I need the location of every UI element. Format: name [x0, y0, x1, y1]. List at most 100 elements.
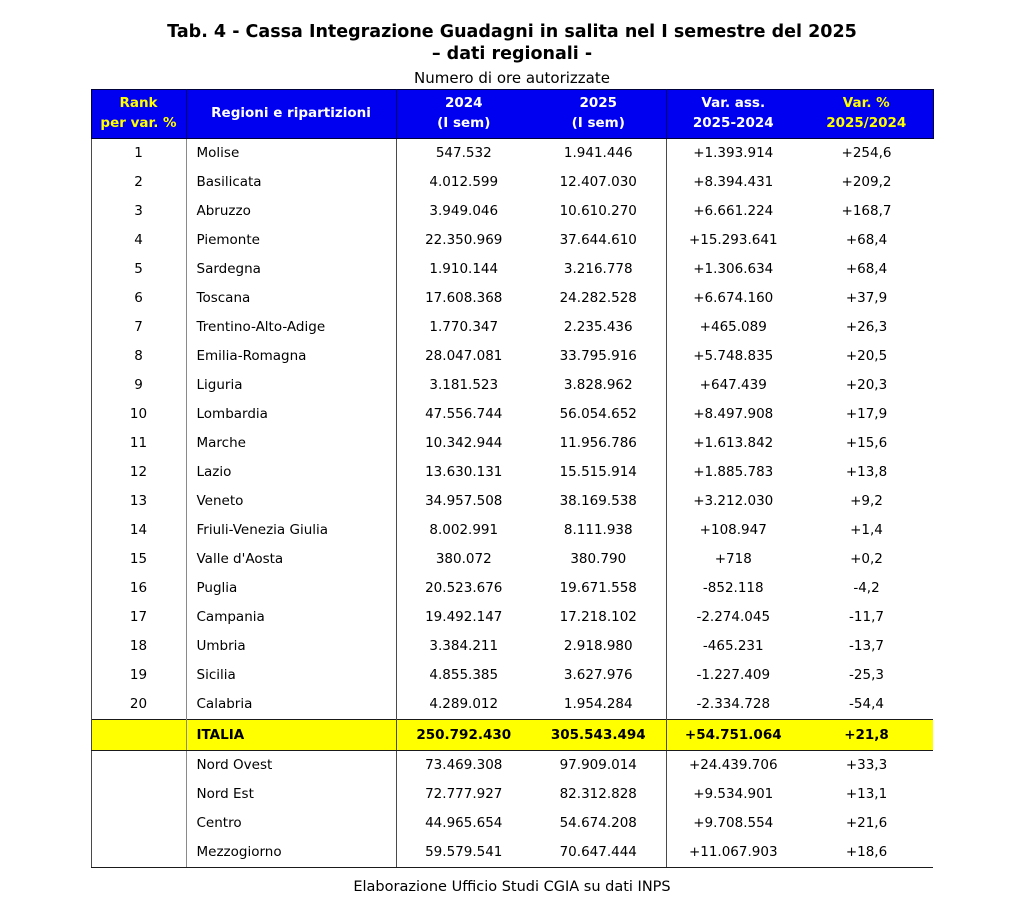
header-var-pct: Var. % 2025/2024 — [800, 88, 934, 139]
var-pct-cell: -13,7 — [849, 638, 884, 655]
var-pct-cell: -25,3 — [849, 667, 884, 684]
var-ass-cell: +6.674.160 — [693, 290, 774, 307]
region-cell: Piemonte — [186, 225, 397, 255]
region-cell: Toscana — [186, 283, 397, 313]
value-2025-cell: 70.647.444 — [531, 837, 667, 868]
cig-data-table: Rank per var. % Regioni e ripartizioni 2… — [90, 88, 934, 868]
var-ass-cell: +1.393.914 — [693, 145, 774, 162]
rank-cell — [90, 779, 187, 809]
value-2025-cell: 1.941.446 — [531, 138, 667, 168]
var-pct-cell: +13,1 — [845, 786, 888, 803]
value-2024-cell: 22.350.969 — [425, 232, 503, 249]
value-2025-cell: 82.312.828 — [531, 779, 667, 809]
region-cell: Lombardia — [186, 399, 397, 429]
var-ass-cell: +9.708.554 — [693, 815, 774, 832]
value-2025-cell: 10.610.270 — [531, 196, 667, 226]
value-2025-cell: 2.918.980 — [531, 631, 667, 661]
title-block: Tab. 4 - Cassa Integrazione Guadagni in … — [0, 0, 1024, 87]
rank-cell: 9 — [90, 370, 187, 400]
table-row-area: Centro 44.965.654 54.674.208 +9.708.554 +21,… — [90, 808, 933, 838]
var-pct-cell: +26,3 — [845, 319, 888, 336]
value-2024-cell: 3.181.523 — [429, 377, 499, 394]
var-pct-cell: +20,5 — [845, 348, 888, 365]
value-2024-cell: 20.523.676 — [425, 580, 503, 597]
rank-cell: 17 — [90, 602, 187, 632]
rank-cell — [90, 750, 187, 780]
rank-cell: 19 — [90, 660, 187, 690]
value-2025-cell: 97.909.014 — [531, 750, 667, 780]
var-pct-cell: +68,4 — [845, 232, 888, 249]
var-ass-cell: -1.227.409 — [696, 667, 771, 684]
region-cell: Sardegna — [186, 254, 397, 284]
region-cell: Veneto — [186, 486, 397, 516]
var-pct-cell: +15,6 — [845, 435, 888, 452]
value-2024-cell: 47.556.744 — [425, 406, 503, 423]
region-cell: Sicilia — [186, 660, 397, 690]
var-pct-cell: +18,6 — [800, 837, 933, 868]
var-ass-cell: +24.439.706 — [688, 757, 778, 774]
var-ass-cell: +8.394.431 — [693, 174, 774, 191]
rank-cell: 20 — [90, 689, 187, 720]
value-2024-cell: 59.579.541 — [396, 837, 531, 868]
var-pct-cell: +21,6 — [845, 815, 888, 832]
rank-cell: 16 — [90, 573, 187, 603]
table-row: 3 Abruzzo 3.949.046 10.610.270 +6.661.224 +16… — [90, 196, 933, 226]
var-ass-cell: +465.089 — [699, 319, 767, 336]
var-pct-cell: +13,8 — [845, 464, 888, 481]
value-2024-cell: 13.630.131 — [425, 464, 503, 481]
header-rank-line1: Rank — [119, 95, 158, 112]
table-row: 19 Sicilia 4.855.385 3.627.976 -1.227.409 -25… — [90, 660, 933, 690]
rank-cell — [90, 837, 187, 868]
var-pct-cell: -4,2 — [853, 580, 880, 597]
region-cell: Campania — [186, 602, 397, 632]
table-row: 11 Marche 10.342.944 11.956.786 +1.613.842 +1… — [90, 428, 933, 458]
value-2025-cell: 8.111.938 — [531, 515, 667, 545]
header-var-ass-line1: Var. ass. — [701, 95, 766, 112]
header-region: Regioni e ripartizioni — [186, 88, 397, 139]
rank-cell: 15 — [90, 544, 187, 574]
var-pct-cell: +9,2 — [850, 493, 883, 510]
region-cell: Liguria — [186, 370, 397, 400]
var-pct-cell: -54,4 — [849, 696, 884, 713]
table-row: 20 Calabria 4.289.012 1.954.284 -2.334.728 -5… — [90, 689, 933, 720]
value-2024-cell: 4.289.012 — [429, 696, 499, 713]
units-label: Numero di ore autorizzate — [414, 68, 610, 87]
table-row: 6 Toscana 17.608.368 24.282.528 +6.674.160 +3… — [90, 283, 933, 313]
value-2024-cell: 10.342.944 — [425, 435, 503, 452]
header-2024-line2: (I sem) — [437, 114, 491, 131]
rank-cell: 7 — [90, 312, 187, 342]
value-2025-cell: 12.407.030 — [531, 167, 667, 197]
var-ass-cell: +108.947 — [699, 522, 767, 539]
value-2024-cell: 28.047.081 — [425, 348, 503, 365]
var-ass-cell: -2.274.045 — [696, 609, 771, 626]
var-ass-cell: +9.534.901 — [693, 786, 774, 803]
header-region-label: Regioni e ripartizioni — [211, 104, 371, 121]
table-row: 5 Sardegna 1.910.144 3.216.778 +1.306.634 +68… — [90, 254, 933, 284]
region-cell: Abruzzo — [186, 196, 397, 226]
rank-cell: 5 — [90, 254, 187, 284]
value-2025-cell: 24.282.528 — [531, 283, 667, 313]
var-pct-cell: +68,4 — [845, 261, 888, 278]
var-ass-cell: +8.497.908 — [693, 406, 774, 423]
rank-cell: 11 — [90, 428, 187, 458]
var-pct-cell: -11,7 — [849, 609, 884, 626]
table-title-line2: – dati regionali - — [431, 43, 593, 64]
var-pct-cell: +254,6 — [841, 145, 892, 162]
value-2024-cell: 380.072 — [435, 551, 492, 568]
value-2025-cell: 11.956.786 — [531, 428, 667, 458]
table-row: 13 Veneto 34.957.508 38.169.538 +3.212.030 +9… — [90, 486, 933, 516]
table-row-area: Mezzogiorno 59.579.541 70.647.444 +11.067.9… — [90, 837, 933, 868]
var-pct-cell: +21,8 — [800, 718, 933, 751]
var-ass-cell: +5.748.835 — [693, 348, 774, 365]
value-2024-cell: 17.608.368 — [425, 290, 503, 307]
var-pct-cell: +168,7 — [841, 203, 892, 220]
region-cell: Valle d'Aosta — [186, 544, 397, 574]
region-cell: Marche — [186, 428, 397, 458]
value-2025-cell: 38.169.538 — [531, 486, 667, 516]
rank-cell: 6 — [90, 283, 187, 313]
header-var-pct-line1: Var. % — [842, 95, 890, 112]
header-2025: 2025 (I sem) — [531, 88, 667, 139]
rank-cell: 13 — [90, 486, 187, 516]
var-ass-cell: +6.661.224 — [693, 203, 774, 220]
header-rank-line2: per var. % — [100, 114, 177, 131]
